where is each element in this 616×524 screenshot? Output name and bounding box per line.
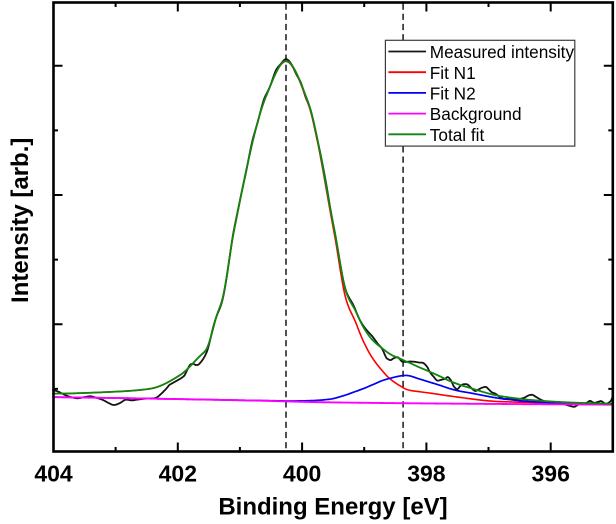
svg-text:396: 396 <box>532 461 570 487</box>
svg-text:Intensity [arb.]: Intensity [arb.] <box>7 138 34 303</box>
svg-text:Total fit: Total fit <box>430 125 485 145</box>
svg-text:398: 398 <box>407 461 446 487</box>
svg-text:400: 400 <box>283 461 321 487</box>
svg-text:Background: Background <box>430 104 522 124</box>
svg-text:Measured intensity: Measured intensity <box>430 42 575 62</box>
svg-text:Binding Energy [eV]: Binding Energy [eV] <box>218 494 447 521</box>
svg-text:404: 404 <box>34 461 73 487</box>
svg-text:402: 402 <box>159 461 197 487</box>
svg-text:Fit N1: Fit N1 <box>430 63 476 83</box>
svg-text:Fit N2: Fit N2 <box>430 84 476 104</box>
